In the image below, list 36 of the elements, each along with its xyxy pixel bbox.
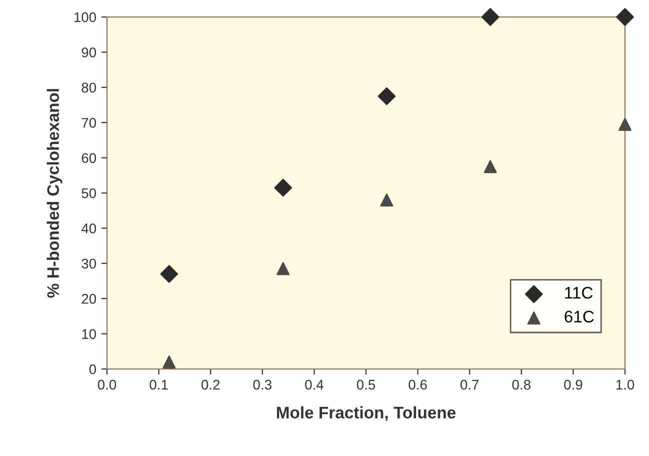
point	[484, 160, 497, 174]
y-tick-label: 90	[82, 48, 96, 58]
point	[160, 265, 178, 283]
legend-label: 61C	[564, 310, 594, 323]
x-tick-label: 0.2	[201, 380, 220, 390]
point	[274, 178, 292, 197]
y-tick-label: 0	[89, 364, 96, 374]
point	[378, 87, 396, 106]
x-tick-label: 0.4	[305, 380, 324, 390]
x-tick-label: 0.7	[460, 380, 479, 390]
x-tick-label: 0.1	[150, 380, 168, 390]
y-tick-label: 60	[82, 153, 96, 163]
point	[380, 194, 394, 207]
point	[276, 262, 290, 276]
point	[162, 355, 176, 368]
y-tick-label: 10	[82, 329, 96, 339]
y-tick-label: 40	[81, 224, 96, 234]
y-tick-label: 30	[82, 258, 96, 269]
point	[481, 8, 500, 26]
x-tick-label: 0.9	[564, 380, 582, 390]
legend-label: 11C	[565, 286, 593, 299]
x-tick-label: 0.5	[356, 380, 376, 390]
y-tick-label: 50	[82, 188, 96, 198]
y-tick-label: 20	[82, 294, 96, 304]
y-tick-label: 100	[74, 12, 96, 22]
point	[618, 118, 632, 131]
point	[616, 8, 634, 26]
y-tick-label: 80	[82, 82, 96, 93]
x-tick-label: 0.6	[408, 380, 427, 390]
y-axis-title: % H-bonded Cyclohexanol	[46, 89, 62, 298]
y-tick-label: 70	[82, 118, 96, 128]
x-tick-label: 0.8	[512, 380, 530, 390]
x-tick-label: 1.0	[616, 380, 634, 390]
x-axis-title: Mole Fraction, Toluene	[276, 406, 456, 421]
x-tick-label: 0.0	[98, 380, 116, 390]
x-tick-label: 0.3	[253, 380, 272, 390]
